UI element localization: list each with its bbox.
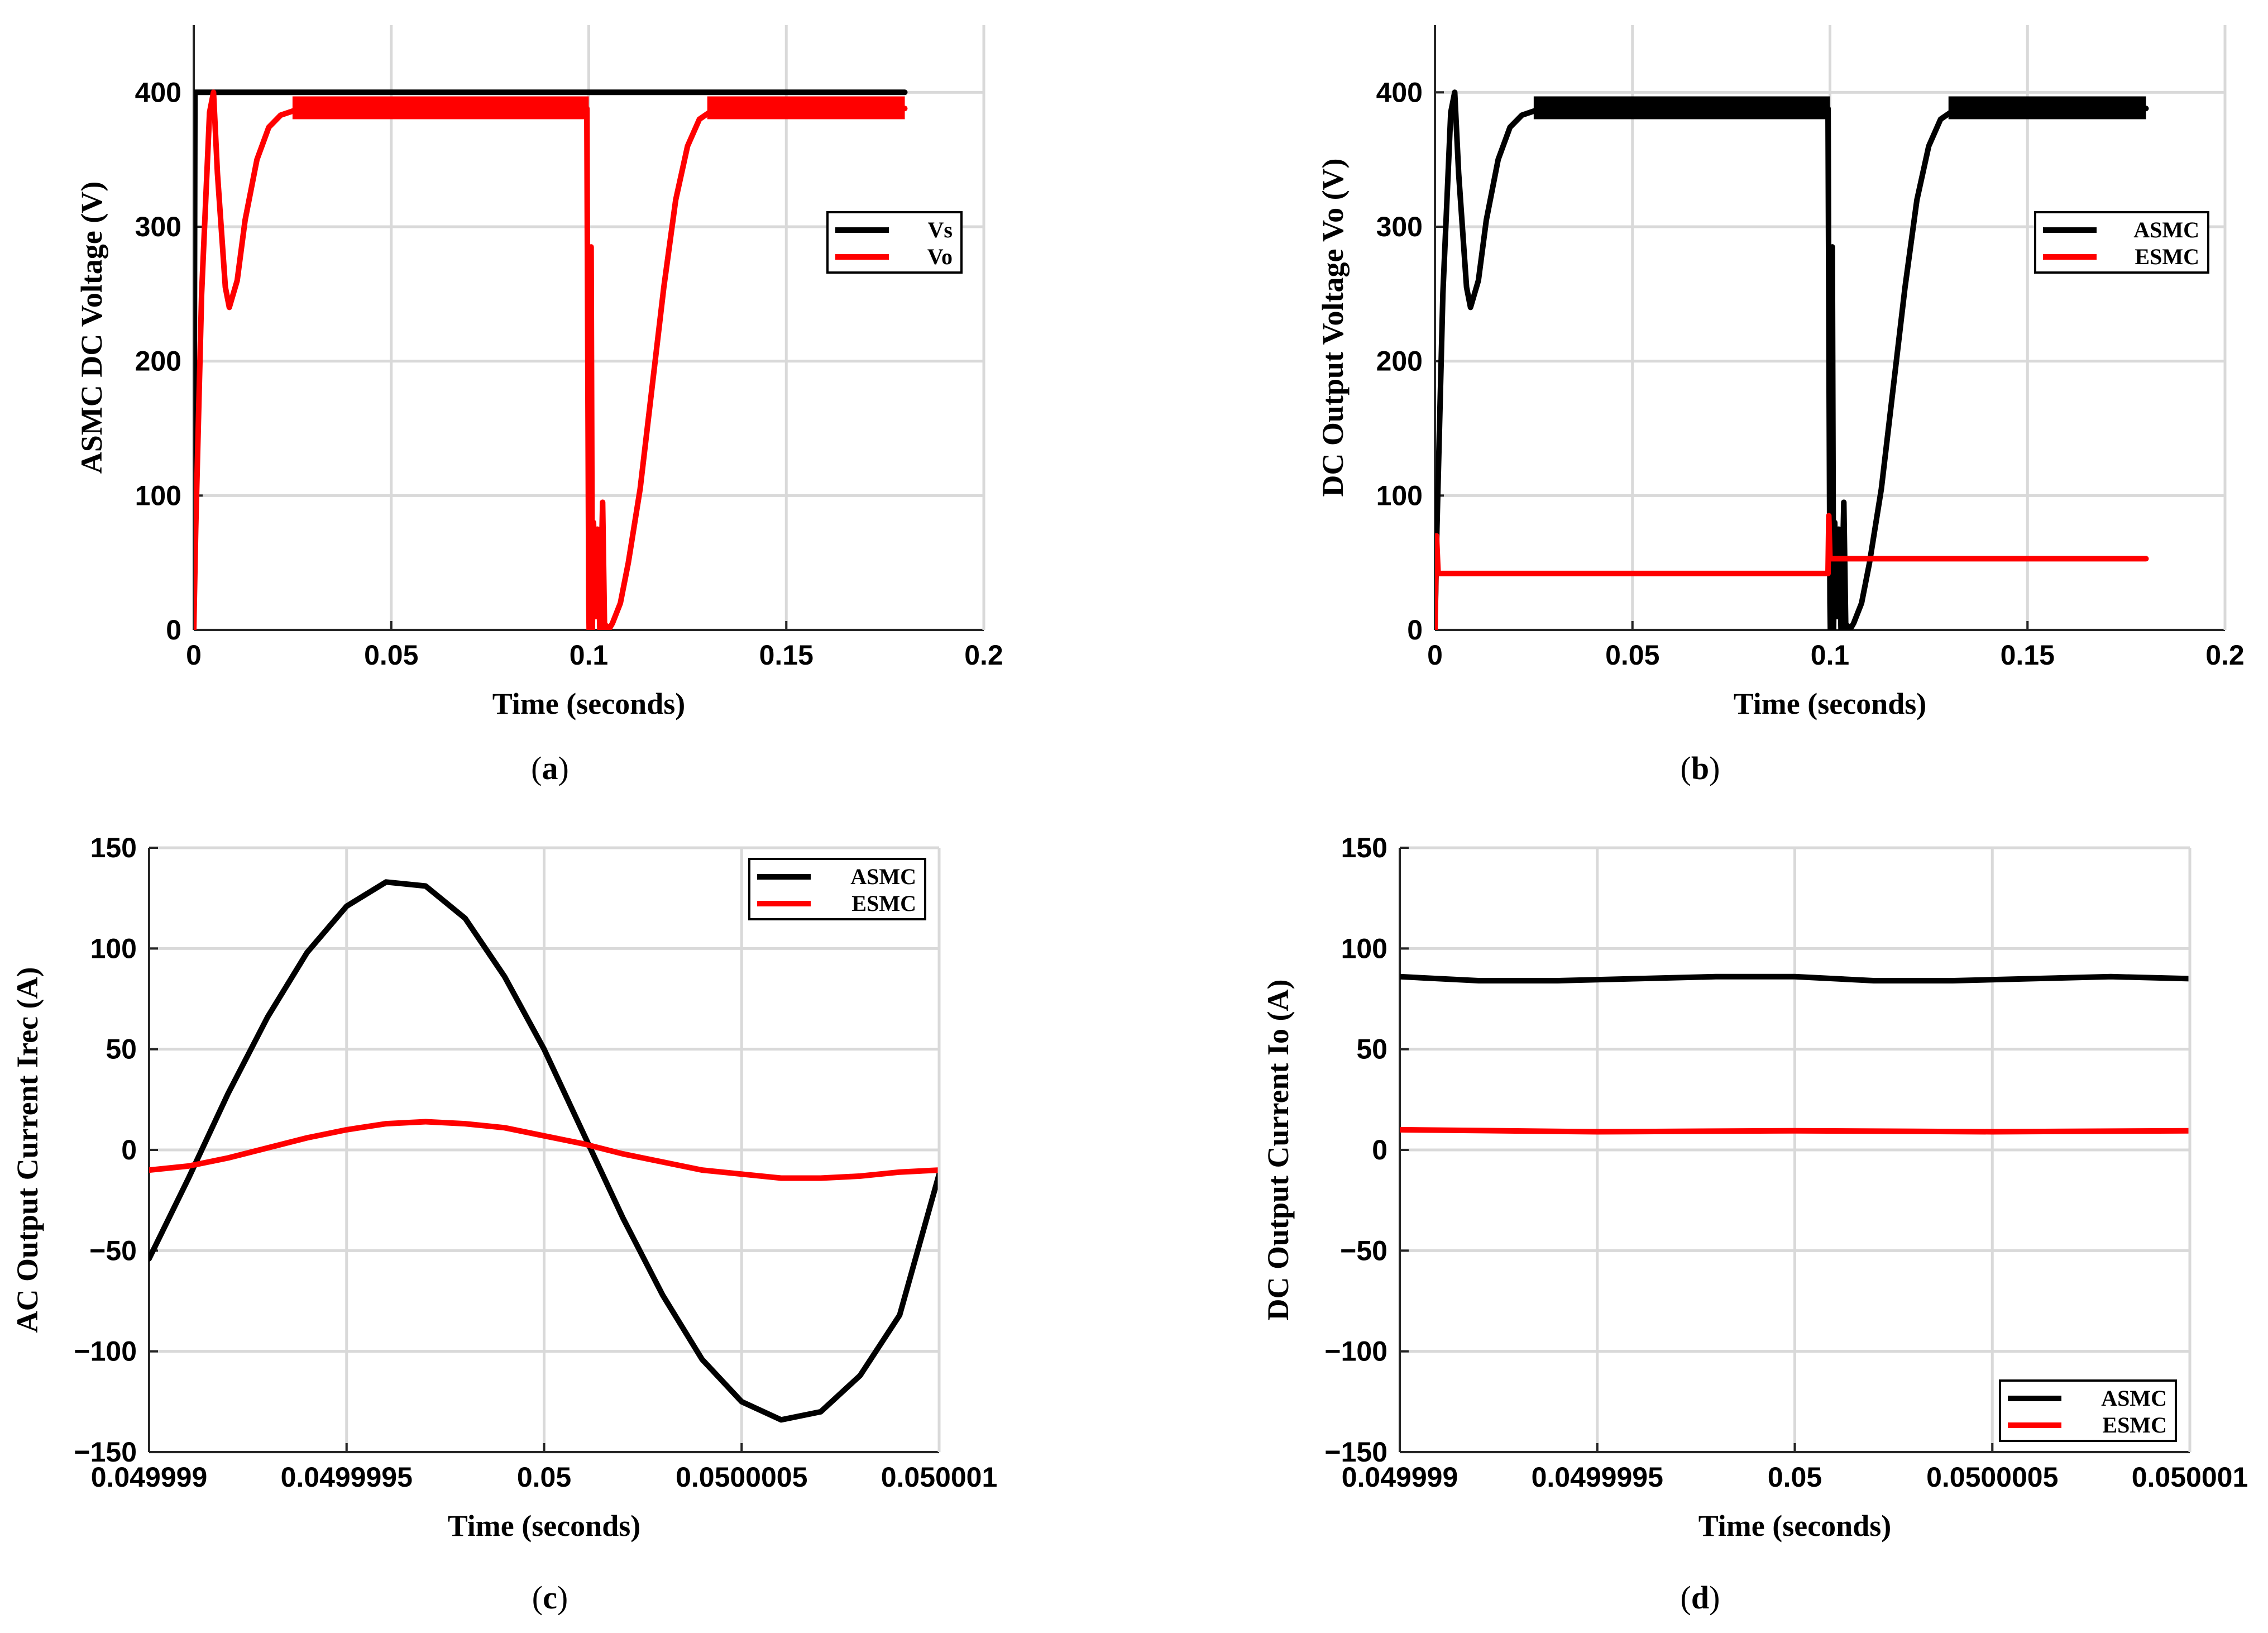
x-tick-label: 0.049999 (1342, 1462, 1458, 1493)
legend-box (826, 211, 963, 274)
legend-entry-asmc: ASMC (850, 864, 916, 889)
legend-entry-esmc: ESMC (2102, 1412, 2167, 1438)
y-tick-label: −150 (74, 1436, 137, 1468)
x-tick-label: 0.05 (1768, 1462, 1822, 1493)
series-group (194, 89, 908, 630)
legend-box (2034, 211, 2209, 274)
legend-entry-esmc: ESMC (2135, 244, 2199, 269)
y-tick-label: 100 (1341, 933, 1387, 964)
x-tick-label: 0.15 (2001, 639, 2055, 671)
legend-box (748, 858, 926, 920)
y-axis-title: ASMC DC Voltage (V) (75, 182, 108, 474)
y-tick-label: −150 (1324, 1436, 1387, 1468)
panel-label: (c) (532, 1579, 568, 1616)
y-tick-label: 100 (135, 480, 181, 511)
y-tick-label: 400 (1376, 77, 1423, 108)
x-tick-label: 0.049999 (91, 1462, 208, 1493)
y-tick-label: 150 (1341, 832, 1387, 863)
series-line-asmc (149, 879, 939, 1423)
x-tick-label: 0.1 (1811, 639, 1850, 671)
y-tick-label: 100 (1376, 480, 1423, 511)
y-tick-label: −100 (1324, 1336, 1387, 1367)
y-tick-label: 200 (135, 346, 181, 377)
x-tick-label: 0.05 (1605, 639, 1659, 671)
x-tick-label: 0 (1427, 639, 1443, 671)
series-line-vs (194, 89, 908, 630)
y-tick-label: 200 (1376, 346, 1423, 377)
y-axis-title: DC Output Voltage Vo (V) (1316, 158, 1350, 496)
series-line-esmc (1400, 1126, 2190, 1135)
series-line-asmc (1435, 89, 2149, 630)
y-tick-label: 150 (90, 832, 137, 863)
y-axis-title: DC Output Current Io (A) (1261, 979, 1295, 1320)
x-tick-label: 0.2 (2205, 639, 2245, 671)
panel-d: 0.049999 0.0499995 0.05 0.0500005 0.050001 −1… (1261, 832, 2248, 1616)
y-tick-label: −50 (1340, 1235, 1387, 1266)
legend-entry-esmc: ESMC (851, 891, 916, 916)
legend-entry-asmc: ASMC (2133, 217, 2199, 242)
x-tick-label: 0 (186, 639, 202, 671)
x-tick-label: 0.0499995 (281, 1462, 413, 1493)
x-axis-title: Time (seconds) (492, 687, 686, 720)
series-line-esmc (1435, 513, 2149, 630)
legend-entry-vs: Vs (928, 217, 953, 242)
panel-label: (a) (531, 750, 569, 786)
x-tick-label: 0.05 (364, 639, 418, 671)
panel-letter: c (543, 1579, 557, 1616)
series-line-vo (194, 89, 908, 630)
x-tick-label: 0.0500005 (1926, 1462, 2058, 1493)
series-group (1400, 973, 2190, 1135)
x-tick-label: 0.0499995 (1532, 1462, 1663, 1493)
panel-label: (b) (1681, 750, 1720, 786)
panel-letter: a (542, 750, 558, 786)
y-tick-label: 50 (106, 1034, 137, 1065)
x-axis-title: Time (seconds) (448, 1509, 641, 1543)
series-group (149, 879, 939, 1423)
x-tick-label: 0.050001 (2132, 1462, 2248, 1493)
y-tick-label: 50 (1356, 1034, 1387, 1065)
legend-entry-vo: Vo (927, 244, 953, 269)
series-line-asmc (1400, 973, 2190, 983)
x-axis-title: Time (seconds) (1734, 687, 1927, 720)
x-axis-title: Time (seconds) (1698, 1509, 1892, 1543)
y-axis-title: AC Output Current Irec (A) (11, 967, 44, 1333)
series-line-esmc (149, 1119, 939, 1181)
y-tick-label: 400 (135, 77, 181, 108)
y-tick-label: −100 (74, 1336, 137, 1367)
y-tick-label: 100 (90, 933, 137, 964)
panel-letter: d (1691, 1579, 1709, 1616)
x-tick-label: 0.2 (964, 639, 1003, 671)
legend-entry-asmc: ASMC (2101, 1386, 2167, 1411)
x-tick-label: 0.050001 (881, 1462, 998, 1493)
series-group (1435, 89, 2149, 630)
x-tick-label: 0.1 (570, 639, 609, 671)
panel-c: 0.049999 0.0499995 0.05 0.0500005 0.050001 −1… (11, 832, 997, 1616)
y-tick-label: 0 (1372, 1134, 1387, 1166)
y-tick-label: 300 (1376, 211, 1423, 242)
y-tick-label: −50 (89, 1235, 137, 1266)
y-tick-label: 0 (121, 1134, 137, 1166)
panel-a: 0 0.05 0.1 0.15 0.2 0 100 200 300 400 Time (second… (75, 25, 1003, 786)
panel-letter: b (1691, 750, 1709, 786)
panel-b: 0 0.05 0.1 0.15 0.2 0 100 200 300 400 Time (second… (1316, 25, 2245, 786)
panel-label: (d) (1681, 1579, 1720, 1616)
x-tick-label: 0.05 (517, 1462, 571, 1493)
y-tick-label: 0 (1407, 614, 1423, 646)
y-tick-label: 0 (166, 614, 181, 646)
y-tick-label: 300 (135, 211, 181, 242)
x-tick-label: 0.15 (759, 639, 814, 671)
legend-box (1999, 1379, 2177, 1442)
x-tick-label: 0.0500005 (676, 1462, 807, 1493)
